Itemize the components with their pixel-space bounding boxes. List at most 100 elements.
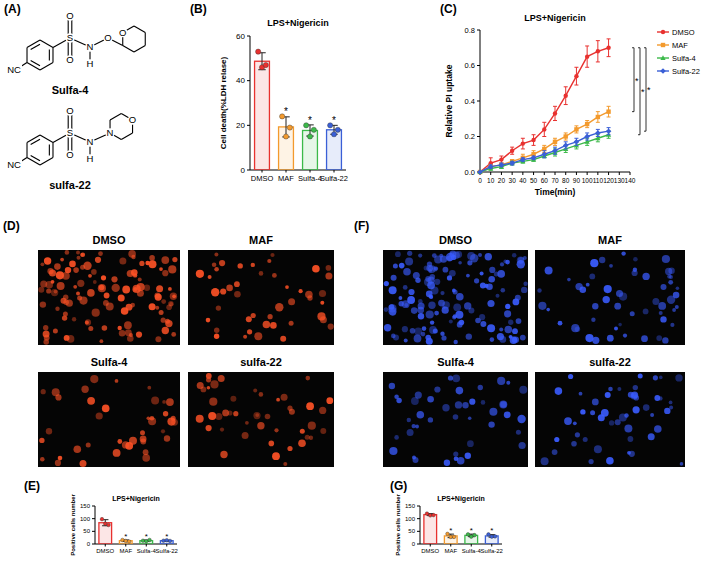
x-tick-label: DMSO [421,548,439,554]
cell [122,441,129,448]
cell [517,257,525,265]
error-cap [574,148,578,149]
cell [171,332,176,337]
atom-label: N [87,136,94,147]
bond [49,145,50,156]
error-cap [596,136,600,137]
cell [488,276,495,283]
cell [162,270,168,276]
marks [477,39,611,175]
x-tick [125,544,126,547]
error-cap [607,56,611,57]
cell [129,437,137,445]
cell [234,281,240,287]
cell [214,334,219,339]
x-tick-label: 40 [519,177,527,184]
cell [652,298,659,305]
y-axis [95,506,96,544]
cell [444,460,450,466]
cell [667,296,675,304]
error-cap [542,157,546,158]
cell [283,462,287,466]
error-bar [542,151,546,158]
cell [516,430,521,435]
cell [506,381,510,385]
image-label: sulfa-22 [589,356,631,368]
cell [623,334,627,338]
cell [590,259,598,267]
y-tick-label: 60 [236,32,245,41]
cell [269,441,275,447]
cell [619,293,627,301]
cell [656,335,662,341]
point [585,139,590,144]
atom-label: NC [7,159,21,170]
y-tick-label: 20 [236,121,245,130]
cell [598,414,605,421]
cell [455,311,463,319]
cell [64,335,70,341]
series-line [480,131,609,172]
cell [214,267,219,272]
atom-label: O [66,149,73,160]
cell [95,257,101,263]
legend-label: Sulfa-4 [672,54,696,63]
point [510,160,515,165]
point [574,127,578,131]
cell [214,253,218,257]
cell [490,337,495,342]
cell [541,457,549,465]
x-tick-label: 90 [573,177,581,184]
y-label: Positive cells number [70,493,76,555]
cell [567,278,571,282]
cell [453,290,458,295]
error-bar [521,138,525,149]
structure: NCSOONHNOsulfa-22 [6,105,137,191]
cell [475,318,481,324]
error-bar [564,87,568,105]
error-cap [564,104,568,105]
y-tick-label: 0 [241,166,246,175]
x-tick-label: 50 [530,177,538,184]
error-cap [564,141,568,142]
cell [669,401,673,405]
cell [76,251,80,255]
x-tick [146,544,147,547]
cell [474,278,479,283]
cell [605,392,611,398]
significance: * [165,532,168,541]
cell [667,274,671,278]
cell [467,440,474,447]
cell [564,417,572,425]
cell [395,251,401,257]
x-tick-label: 60 [541,177,549,184]
cell [170,293,177,300]
cell [478,385,483,390]
x-tick-label: Sulfa-4 [137,548,157,554]
cell [214,328,219,333]
x-tick-label: 140 [625,177,636,184]
bond [40,63,53,71]
x-tick [576,172,577,175]
image-bg [188,372,334,467]
cell [429,295,433,299]
point [256,49,261,54]
cell [138,278,142,282]
cell [630,311,635,316]
x-tick-label: MAF [119,548,132,554]
structure-name: sulfa-22 [49,179,91,191]
bar-chart: 050100150Positive cells numberLPS+Nigeri… [395,493,504,555]
cell [40,281,47,288]
cell [469,399,475,405]
error-cap [553,156,557,157]
point [263,62,268,67]
cell [454,456,459,461]
x-tick [630,172,631,175]
x-tick [286,170,287,173]
cell [140,430,145,435]
cell [421,332,426,337]
panel-label: (E) [24,479,40,493]
error-cap [585,45,589,46]
error-cap [510,147,514,148]
image-label: MAF [249,234,273,246]
